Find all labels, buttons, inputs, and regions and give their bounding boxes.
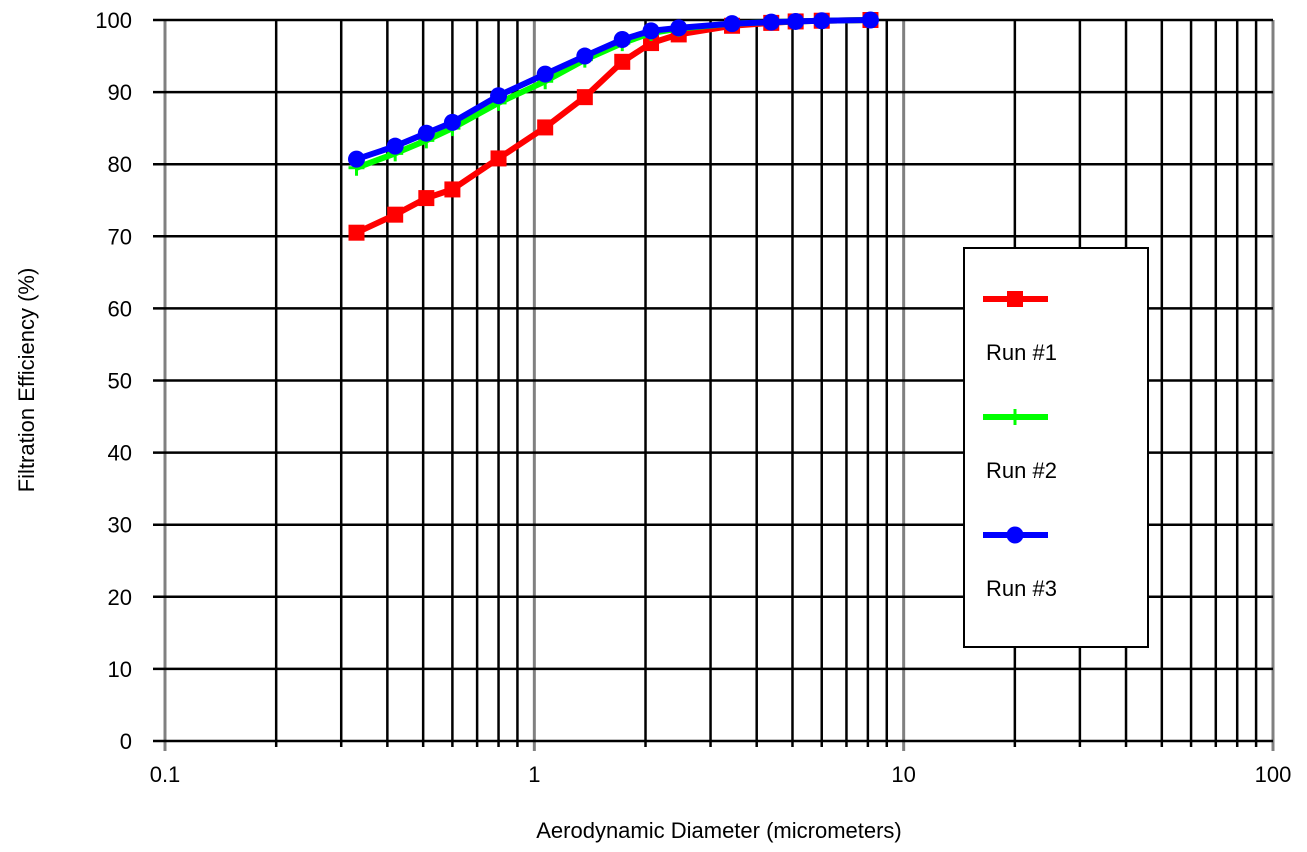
data-point <box>443 113 461 131</box>
legend-box <box>963 247 1149 648</box>
y-axis-title: Filtration Efficiency (%) <box>14 268 39 493</box>
data-point <box>576 89 593 106</box>
x-tick-label: 0.1 <box>150 762 181 787</box>
series <box>348 11 879 241</box>
y-tick-label: 100 <box>95 8 132 33</box>
grid <box>153 18 1275 751</box>
data-point <box>613 30 631 48</box>
series-2 <box>348 12 879 176</box>
data-point <box>536 65 554 83</box>
y-tick-label: 0 <box>120 729 132 754</box>
legend-marker <box>1007 409 1023 425</box>
legend: Run #1 Run #2 Run #3 <box>963 247 1149 648</box>
x-tick-label: 100 <box>1255 762 1292 787</box>
data-point <box>614 53 631 70</box>
x-tick-label: 1 <box>528 762 540 787</box>
data-point <box>490 87 508 105</box>
data-point <box>348 150 366 168</box>
data-point <box>576 47 594 65</box>
data-point <box>537 119 554 136</box>
data-point <box>490 150 507 167</box>
series-3 <box>348 11 879 168</box>
legend-label: Run #2 <box>986 458 1057 483</box>
data-point <box>348 224 365 241</box>
legend-label: Run #1 <box>986 340 1057 365</box>
y-tick-label: 80 <box>108 152 132 177</box>
y-tick-label: 60 <box>108 296 132 321</box>
data-point <box>643 35 660 52</box>
data-point <box>386 137 404 155</box>
data-point <box>723 15 741 33</box>
y-tick-label: 40 <box>108 441 132 466</box>
data-point <box>670 19 688 37</box>
y-tick-label: 30 <box>108 513 132 538</box>
data-point <box>642 22 660 40</box>
y-tick-label: 20 <box>108 585 132 610</box>
y-tick-label: 90 <box>108 80 132 105</box>
data-point <box>417 124 435 142</box>
y-tick-label: 10 <box>108 657 132 682</box>
data-point <box>387 206 404 223</box>
data-point <box>861 11 879 29</box>
tick-labels: 0.1 1 10 100 0 10 20 30 40 50 60 70 80 90 100 <box>95 8 1291 787</box>
x-axis-title: Aerodynamic Diameter (micrometers) <box>536 818 902 843</box>
legend-marker <box>1007 291 1023 307</box>
data-point <box>813 12 831 30</box>
legend-marker <box>1006 526 1024 544</box>
x-tick-label: 10 <box>891 762 915 787</box>
data-point <box>787 12 805 30</box>
y-tick-label: 50 <box>108 369 132 394</box>
legend-label: Run #3 <box>986 576 1057 601</box>
data-point <box>762 13 780 31</box>
y-tick-label: 70 <box>108 224 132 249</box>
data-point <box>418 190 435 207</box>
data-point <box>444 181 461 198</box>
